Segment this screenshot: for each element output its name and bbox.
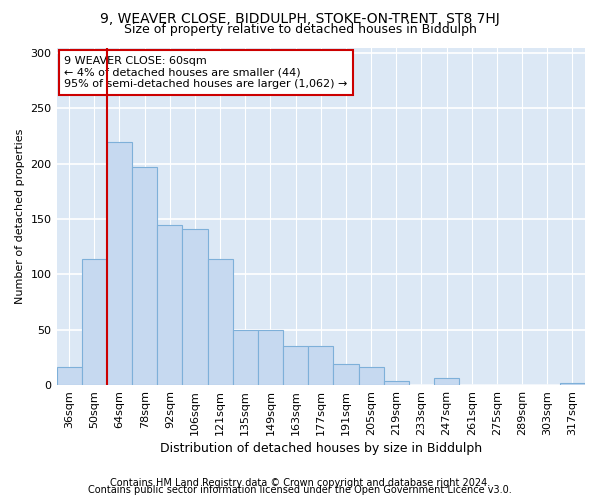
Bar xyxy=(359,368,383,385)
Text: 9, WEAVER CLOSE, BIDDULPH, STOKE-ON-TRENT, ST8 7HJ: 9, WEAVER CLOSE, BIDDULPH, STOKE-ON-TREN… xyxy=(100,12,500,26)
Text: Contains HM Land Registry data © Crown copyright and database right 2024.: Contains HM Land Registry data © Crown c… xyxy=(110,478,490,488)
Bar xyxy=(182,229,208,385)
Bar xyxy=(208,259,233,385)
Bar xyxy=(82,259,107,385)
Bar xyxy=(258,330,283,385)
Bar xyxy=(283,346,308,385)
Bar xyxy=(107,142,132,385)
Bar xyxy=(233,330,258,385)
Bar xyxy=(132,167,157,385)
Bar xyxy=(157,224,182,385)
Bar xyxy=(560,383,585,385)
Bar xyxy=(334,364,359,385)
Bar xyxy=(56,368,82,385)
Y-axis label: Number of detached properties: Number of detached properties xyxy=(15,128,25,304)
Text: 9 WEAVER CLOSE: 60sqm
← 4% of detached houses are smaller (44)
95% of semi-detac: 9 WEAVER CLOSE: 60sqm ← 4% of detached h… xyxy=(64,56,348,89)
X-axis label: Distribution of detached houses by size in Biddulph: Distribution of detached houses by size … xyxy=(160,442,482,455)
Text: Contains public sector information licensed under the Open Government Licence v3: Contains public sector information licen… xyxy=(88,485,512,495)
Bar xyxy=(434,378,459,385)
Text: Size of property relative to detached houses in Biddulph: Size of property relative to detached ho… xyxy=(124,22,476,36)
Bar xyxy=(308,346,334,385)
Bar xyxy=(383,380,409,385)
